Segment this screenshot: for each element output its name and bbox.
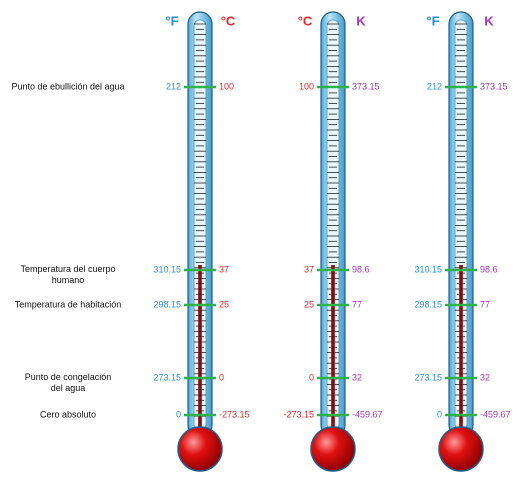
left-value: 212	[166, 81, 181, 91]
unit-label: K	[484, 13, 494, 28]
left-value: 25	[304, 299, 314, 309]
left-value: 37	[304, 264, 314, 274]
left-value: 273.15	[414, 372, 442, 382]
unit-label: °F	[426, 13, 439, 28]
bulb	[439, 427, 483, 471]
row-label: Punto de congelación	[25, 372, 112, 382]
right-value: 25	[219, 299, 229, 309]
right-value: 373.15	[480, 81, 508, 91]
unit-label: °F	[165, 13, 178, 28]
right-value: 37	[219, 264, 229, 274]
left-value: 0	[309, 372, 314, 382]
unit-label: K	[356, 13, 366, 28]
row-label: Temperatura del cuerpo	[20, 264, 115, 274]
left-value: 298.15	[153, 299, 181, 309]
left-value: 212	[427, 81, 442, 91]
unit-label: °C	[221, 13, 236, 28]
row-label: del agua	[51, 383, 86, 393]
right-value: 32	[352, 372, 362, 382]
left-value: 310.15	[153, 264, 181, 274]
row-label: Punto de ebullición del agua	[11, 81, 124, 91]
left-value: 273.15	[153, 372, 181, 382]
mercury	[198, 265, 202, 435]
left-value: 310.15	[414, 264, 442, 274]
right-value: 32	[480, 372, 490, 382]
thermometer	[311, 12, 355, 471]
right-value: -459.67	[352, 409, 383, 419]
left-value: 100	[299, 81, 314, 91]
left-value: 0	[437, 409, 442, 419]
right-value: 98.6	[480, 264, 498, 274]
bulb	[178, 427, 222, 471]
right-value: 100	[219, 81, 234, 91]
row-label: Cero absoluto	[40, 409, 96, 419]
left-value: 298.15	[414, 299, 442, 309]
thermometer	[178, 12, 222, 471]
mercury	[331, 265, 335, 435]
left-value: -273.15	[283, 409, 314, 419]
row-label: humano	[52, 275, 85, 285]
thermometer	[439, 12, 483, 471]
row-label: Temperatura de habitación	[15, 299, 122, 309]
right-value: -459.67	[480, 409, 511, 419]
right-value: 0	[219, 372, 224, 382]
mercury	[459, 265, 463, 435]
diagram: Punto de ebullición del agua Temperatura …	[0, 0, 517, 473]
unit-label: °C	[298, 13, 313, 28]
right-value: 98.6	[352, 264, 370, 274]
left-value: 0	[176, 409, 181, 419]
right-value: 77	[352, 299, 362, 309]
right-value: 373.15	[352, 81, 380, 91]
right-value: 77	[480, 299, 490, 309]
bulb	[311, 427, 355, 471]
right-value: -273.15	[219, 409, 250, 419]
